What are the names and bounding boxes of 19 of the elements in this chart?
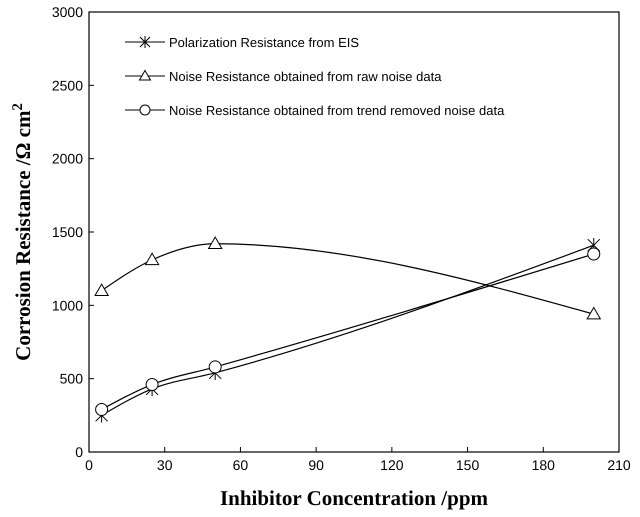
legend-label: Polarization Resistance from EIS [169,35,360,50]
y-tick-label: 0 [75,444,84,460]
legend-label: Noise Resistance obtained from trend removed noise data [169,103,506,118]
x-tick-label: 120 [380,457,404,473]
y-tick-label: 2500 [52,77,84,94]
x-tick-label: 210 [607,457,631,473]
x-tick-label: 60 [232,457,248,473]
x-tick-label: 0 [85,457,94,473]
y-tick-label: 2000 [52,150,84,167]
x-tick-label: 150 [456,457,480,473]
y-tick-label: 1000 [52,297,84,314]
x-tick-label: 180 [532,457,556,473]
x-tick-label: 30 [156,457,173,473]
y-tick-label: 500 [60,370,84,387]
x-tick-label: 90 [308,457,324,473]
y-tick-label: 1500 [52,224,84,240]
y-tick-label: 3000 [52,4,84,20]
legend-label: Noise Resistance obtained from raw noise data [169,69,442,84]
x-axis-title: Inhibitor Concentration /ppm [220,486,488,510]
